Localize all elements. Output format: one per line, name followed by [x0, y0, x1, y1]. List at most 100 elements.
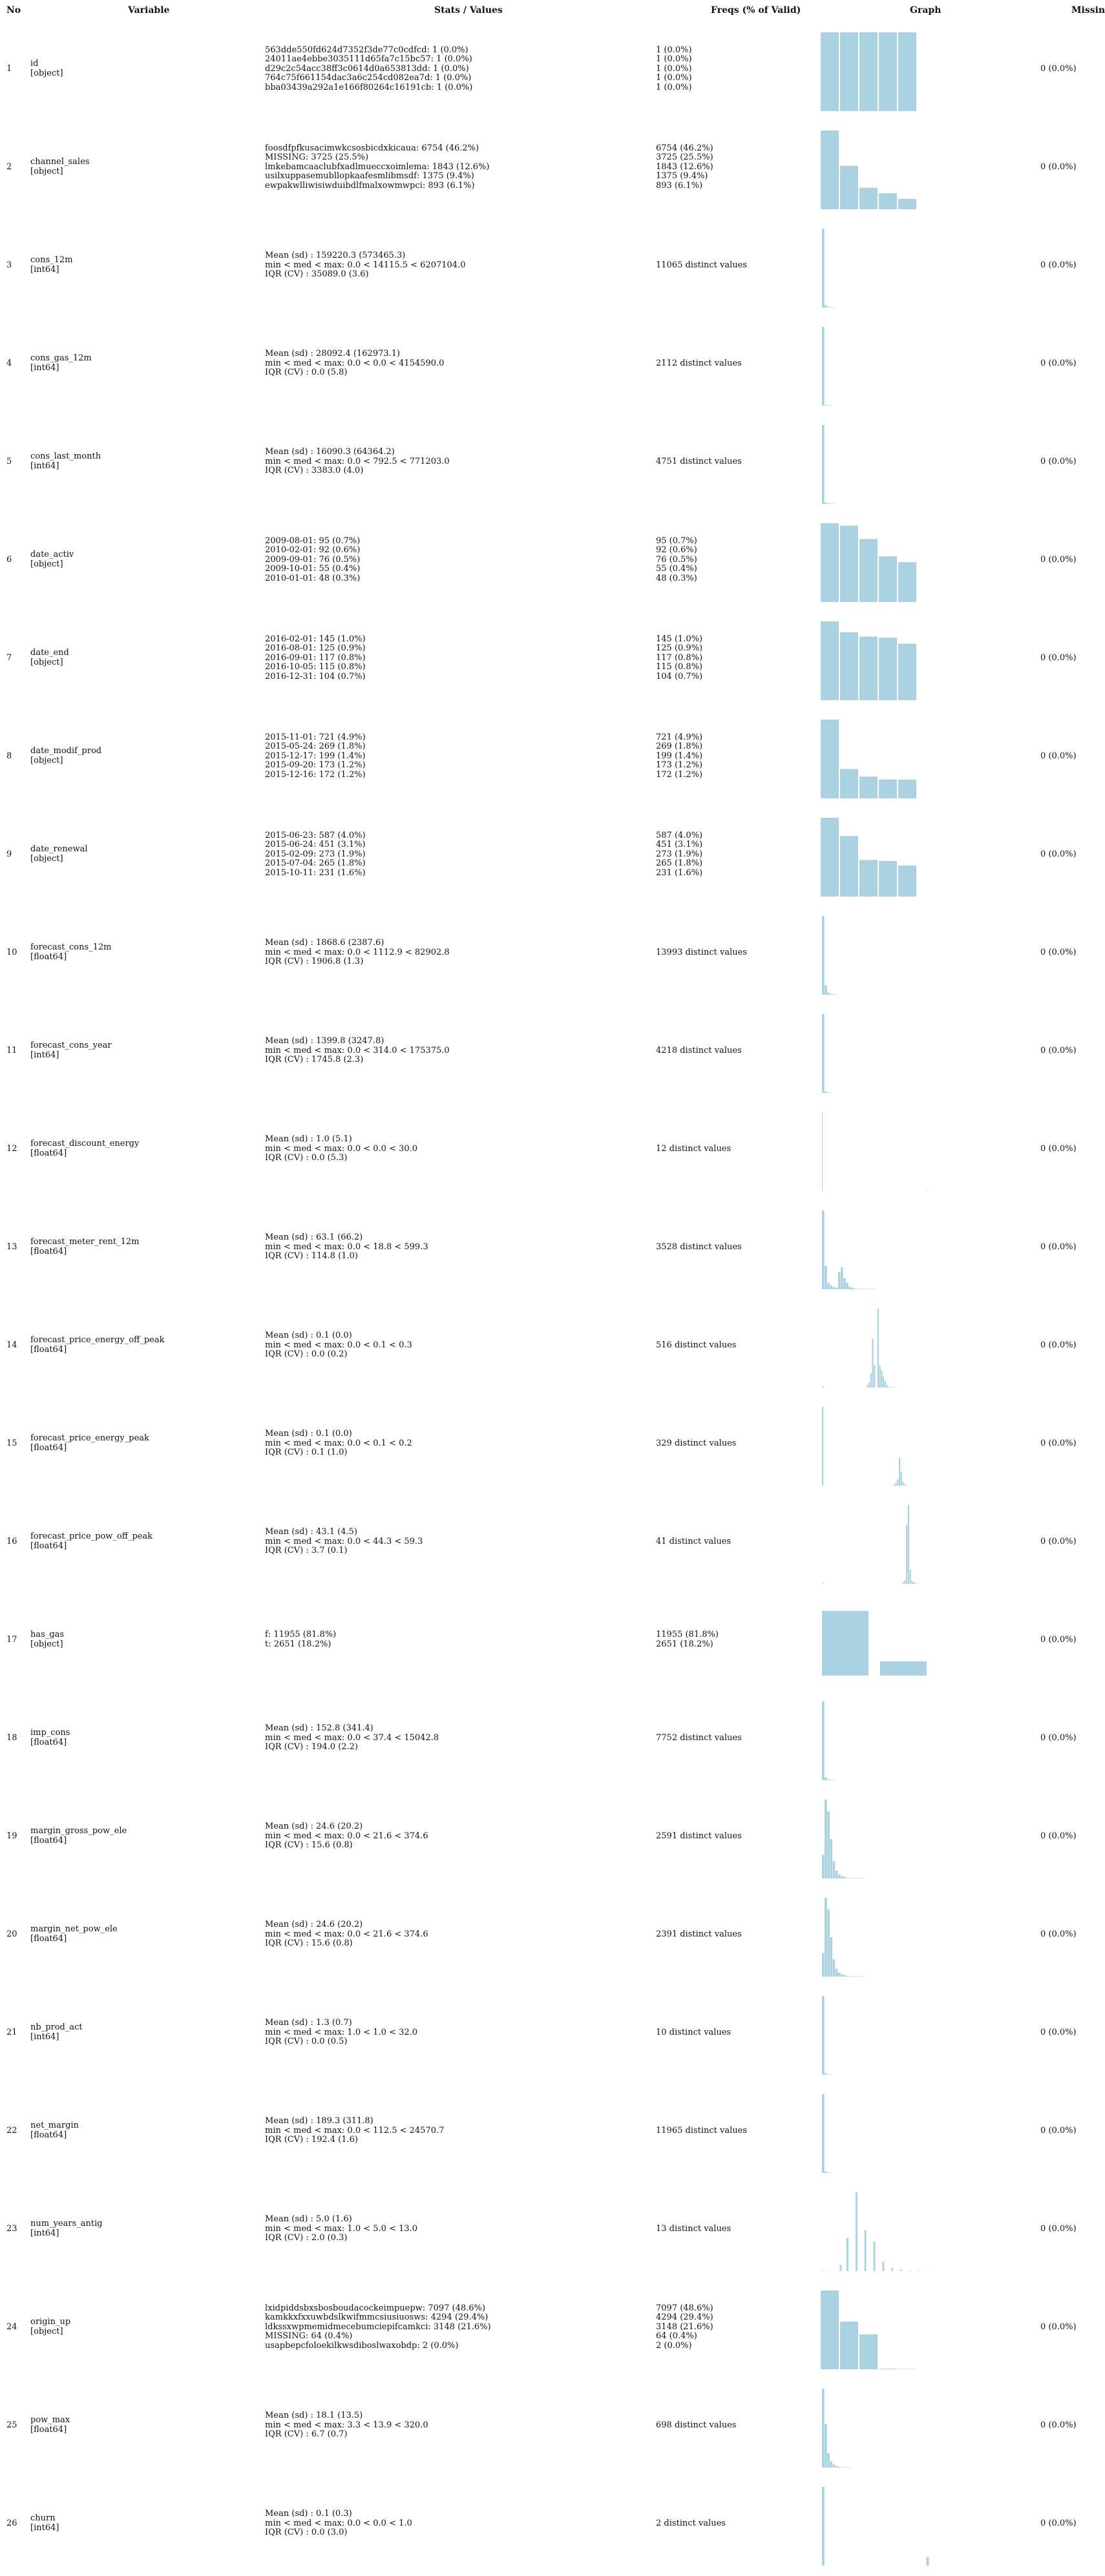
stats-line: d29c2c54acc38ff3c0614d0a653813dd: 1 (0.0…: [265, 63, 469, 74]
graph-bar: [843, 1876, 846, 1878]
graph-bar: [830, 1285, 832, 1289]
graph-bar: [872, 1338, 874, 1387]
variable-cell: channel_sales [object]: [30, 158, 89, 176]
row-number: 11: [6, 1045, 17, 1055]
graph-bar: [822, 1386, 824, 1387]
graph-bar: [911, 1581, 913, 1584]
stats-line: min < med < max: 0.0 < 44.3 < 59.3: [265, 1536, 423, 1546]
stats-line: min < med < max: 0.0 < 21.6 < 374.6: [265, 1831, 428, 1841]
graph-bar: [847, 2238, 848, 2271]
variable-name: forecast_price_pow_off_peak: [30, 1532, 153, 1542]
stats-line: 2016-12-31: 104 (0.7%): [265, 671, 366, 681]
variable-cell: forecast_cons_12m [float64]: [30, 943, 112, 962]
stats-line: 2016-02-01: 145 (1.0%): [265, 634, 366, 644]
distribution-graph: [822, 1210, 876, 1289]
distribution-graph: [822, 229, 836, 307]
variable-dtype: [float64]: [30, 1442, 67, 1453]
graph-bar: [827, 2172, 830, 2173]
stats-line: Mean (sd) : 0.1 (0.0): [265, 1331, 352, 1341]
stats-line: Mean (sd) : 28092.4 (162973.1): [265, 349, 401, 359]
stats-line: min < med < max: 0.0 < 21.6 < 374.6: [265, 1929, 428, 1939]
table-row: 9 date_renewal [object] 2015-06-23: 587 (4.…: [0, 805, 1105, 904]
freqs-line: 7097 (48.6%): [656, 2303, 713, 2313]
distribution-graph: [822, 1407, 908, 1486]
freqs-cell: 698 distinct values: [656, 2420, 736, 2431]
stats-line: foosdfpfkusacimwkcsosbicdxkicaua: 6754 (…: [265, 143, 479, 153]
table-row: 18 imp_cons [float64] Mean (sd) : 152.8 (34…: [0, 1689, 1105, 1787]
graph-bar: [891, 2268, 894, 2271]
table-row: 21 nb_prod_act [int64] Mean (sd) : 1.3 (0.7…: [0, 1984, 1105, 2082]
graph-bar: [898, 32, 916, 111]
graph-bar: [825, 1091, 827, 1093]
freqs-cell: 587 (4.0%) 451 (3.1%) 273 (1.9%) 265 (1.8%)…: [656, 831, 702, 878]
freqs-line: 3725 (25.5%): [656, 152, 713, 163]
stats-line: Mean (sd) : 24.6 (20.2): [265, 1822, 363, 1832]
stats-line: 2010-01-01: 48 (0.3%): [265, 573, 361, 583]
freqs-line: 451 (3.1%): [656, 840, 703, 850]
graph-bar: [840, 769, 858, 798]
variable-name: margin_net_pow_ele: [30, 1924, 118, 1935]
graph-bar: [895, 1482, 897, 1486]
graph-bar: [835, 994, 838, 995]
stats-line: Mean (sd) : 24.6 (20.2): [265, 1920, 363, 1930]
graph-bar: [825, 305, 827, 307]
variable-dtype: [float64]: [30, 1344, 67, 1355]
missing-cell: 0 (0.0%): [1040, 849, 1077, 859]
variable-dtype: [float64]: [30, 1737, 67, 1747]
graph-bar: [900, 2269, 902, 2271]
graph-bar: [825, 1800, 827, 1878]
graph-bar: [898, 562, 916, 602]
distribution-graph: [821, 621, 916, 700]
freqs-cell: 11955 (81.8%) 2651 (18.2%): [656, 1630, 719, 1649]
stats-line: Mean (sd) : 63.1 (66.2): [265, 1232, 363, 1243]
graph-bar: [854, 1976, 857, 1977]
graph-bar: [822, 1854, 825, 1878]
freqs-line: 125 (0.9%): [656, 643, 703, 654]
stats-cell: Mean (sd) : 189.3 (311.8) min < med < max…: [265, 2116, 444, 2145]
distribution-graph: [821, 523, 916, 602]
stats-line: lmkebamcaaclubfxadlmueccxoimlema: 1843 (…: [265, 161, 490, 172]
stats-line: 2016-10-05: 115 (0.8%): [265, 662, 366, 672]
table-header: No Variable Stats / Values Freqs (% of V…: [0, 0, 1105, 19]
table-row: 14 forecast_price_energy_off_peak [float64…: [0, 1296, 1105, 1395]
freqs-line: 12 distinct values: [656, 1143, 731, 1154]
variable-name: forecast_price_energy_off_peak: [30, 1335, 165, 1345]
freqs-line: 2 (0.0%): [656, 2340, 692, 2351]
row-number: 10: [6, 947, 17, 957]
graph-bar: [898, 198, 916, 209]
freqs-line: 11965 distinct values: [656, 2125, 748, 2135]
stats-line: IQR (CV) : 35089.0 (3.6): [265, 269, 369, 280]
stats-cell: Mean (sd) : 43.1 (4.5) min < med < max: 0…: [265, 1527, 423, 1556]
variable-cell: forecast_meter_rent_12m [float64]: [30, 1238, 140, 1256]
stats-cell: 2015-11-01: 721 (4.9%) 2015-05-24: 269 (1…: [265, 732, 366, 780]
graph-bar: [841, 1267, 843, 1289]
variable-cell: date_modif_prod [object]: [30, 747, 101, 765]
graph-bar: [840, 2322, 858, 2369]
freqs-line: 2591 distinct values: [656, 1831, 742, 1841]
row-number: 24: [6, 2322, 17, 2332]
variable-cell: date_activ [object]: [30, 550, 74, 569]
stats-line: 2015-09-20: 173 (1.2%): [265, 760, 366, 771]
freqs-cell: 7097 (48.6%) 4294 (29.4%) 3148 (21.6%) 64 (…: [656, 2303, 713, 2351]
distribution-graph: [821, 32, 916, 111]
stats-line: kamkkxfxxuwbdslkwifmmcsiusiuosws: 4294 (…: [265, 2312, 489, 2323]
stats-line: 563dde550fd624d7352f3de77c0cdfcd: 1 (0.0…: [265, 45, 468, 55]
row-number: 5: [6, 456, 12, 466]
variable-name: net_margin: [30, 2121, 79, 2131]
graph-bar: [827, 2074, 830, 2075]
graph-bar: [855, 2192, 858, 2271]
stats-line: Mean (sd) : 1.3 (0.7): [265, 2018, 352, 2028]
distribution-graph: [822, 1611, 927, 1676]
graph-bar: [898, 1458, 901, 1486]
graph-bar: [825, 1777, 827, 1780]
freqs-line: 273 (1.9%): [656, 849, 703, 859]
variable-name: date_end: [30, 648, 69, 658]
header-freqs: Freqs (% of Valid): [711, 5, 801, 16]
row-number: 8: [6, 751, 12, 761]
stats-line: Mean (sd) : 5.0 (1.6): [265, 2214, 352, 2225]
graph-bar: [862, 1976, 865, 1977]
freqs-line: 173 (1.2%): [656, 760, 703, 771]
freqs-cell: 329 distinct values: [656, 1439, 736, 1449]
variable-dtype: [float64]: [30, 1541, 67, 1551]
variable-cell: churn [int64]: [30, 2514, 59, 2533]
